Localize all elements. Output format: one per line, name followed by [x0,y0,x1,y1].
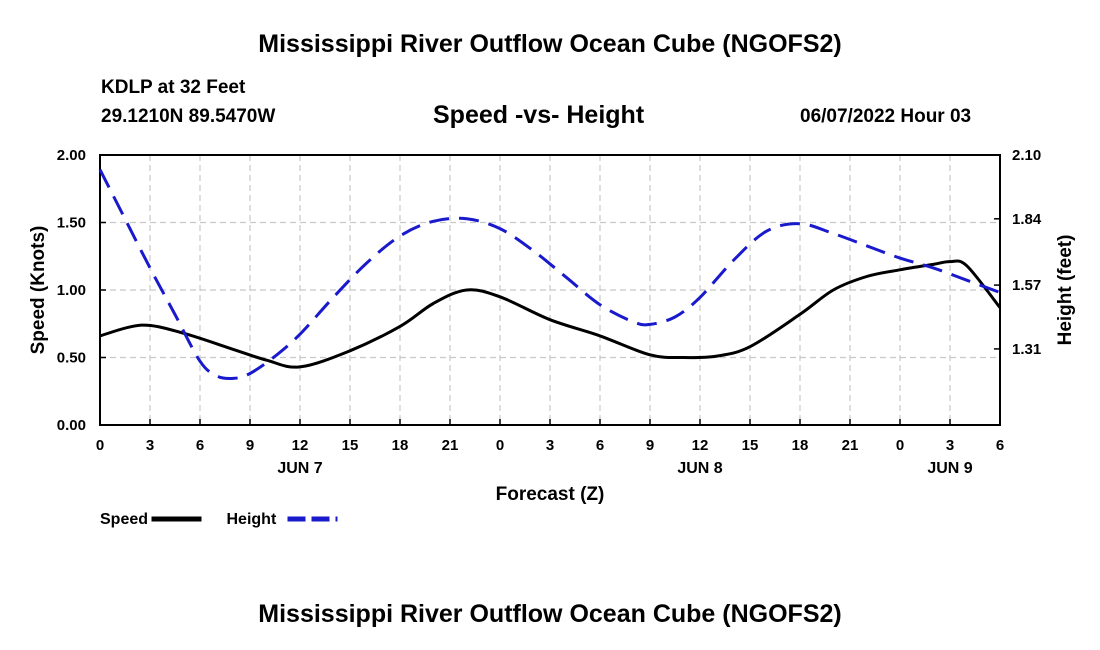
y-tick-label: 0.50 [57,350,86,367]
station-label: KDLP at 32 Feet [101,77,246,98]
x-tick-label: 18 [792,437,809,454]
x-tick-label: 3 [146,437,154,454]
forecast-datetime: 06/07/2022 Hour 03 [800,106,972,127]
y2-tick-label: 1.57 [1012,277,1041,294]
x-tick-label: 3 [946,437,954,454]
day-label: JUN 7 [277,460,322,477]
x-tick-label: 15 [742,437,759,454]
x-tick-label: 0 [896,437,904,454]
grid-lines [100,155,1000,425]
x-tick-label: 9 [646,437,654,454]
legend: Speed Height [100,511,338,528]
y2-tick-label: 2.10 [1012,147,1041,164]
x-tick-label: 3 [546,437,554,454]
x-tick-label: 18 [392,437,409,454]
x-tick-label: 12 [692,437,709,454]
series-layer [98,169,1002,381]
chart-title: Mississippi River Outflow Ocean Cube (NG… [258,30,842,58]
legend-label-speed: Speed [100,511,148,528]
x-tick-label: 12 [292,437,309,454]
y-tick-label: 1.50 [57,215,86,232]
x-tick-label: 15 [342,437,359,454]
x-tick-label: 6 [596,437,604,454]
x-tick-label: 6 [196,437,204,454]
axis-ticks: 0 3 6 9 12 15 18 21 0 3 6 9 12 15 18 21 0 3 6 JUN 7 JUN 8 JUN… [57,147,1042,477]
y-tick-label: 0.00 [57,417,86,434]
series-line-speed [99,259,1002,369]
day-label: JUN 9 [927,460,972,477]
station-coordinates: 29.1210N 89.5470W [101,106,276,127]
x-axis-label: Forecast (Z) [496,484,605,505]
x-tick-label: 21 [442,437,459,454]
chart-subtitle: Speed -vs- Height [433,101,645,129]
series-line-height [98,169,1001,381]
y2-tick-label: 1.31 [1012,341,1041,358]
y-axis-label: Speed (Knots) [28,226,49,355]
legend-label-height: Height [227,511,277,528]
x-tick-label: 9 [246,437,254,454]
x-tick-label: 0 [496,437,504,454]
x-tick-label: 0 [96,437,104,454]
x-tick-label: 6 [996,437,1004,454]
y-tick-label: 2.00 [57,147,86,164]
y2-axis-label: Height (feet) [1055,235,1076,346]
day-label: JUN 8 [677,460,722,477]
y2-tick-label: 1.84 [1012,211,1042,228]
x-tick-label: 21 [842,437,859,454]
footer-title: Mississippi River Outflow Ocean Cube (NG… [258,600,842,628]
y-tick-label: 1.00 [57,282,86,299]
